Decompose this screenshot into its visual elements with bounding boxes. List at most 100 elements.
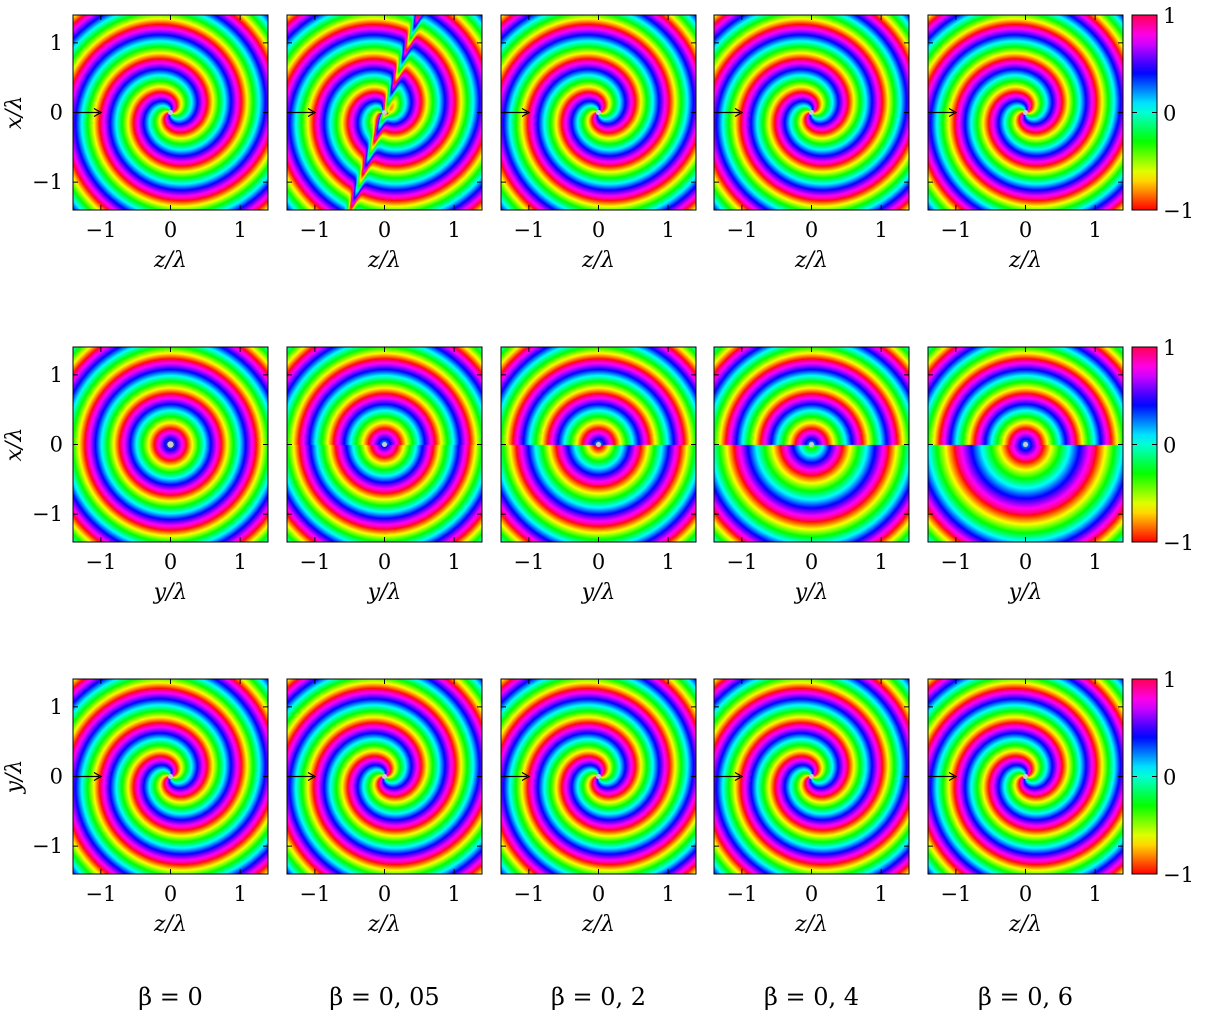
x-tick-label: 0 (592, 882, 605, 906)
x-tick-label: 0 (1019, 550, 1032, 574)
y-tick-label: −1 (32, 170, 63, 194)
x-tick-label: 1 (661, 550, 674, 574)
source-marker (1023, 442, 1028, 447)
arrow-head-icon (734, 771, 744, 782)
source-marker (382, 442, 387, 447)
x-tick-label: −1 (726, 550, 757, 574)
x-tick-label: 1 (1088, 882, 1101, 906)
x-axis-label: z/λ (794, 912, 828, 937)
y-tick-label: 1 (50, 695, 63, 719)
x-axis-label: z/λ (794, 248, 828, 273)
source-marker (1023, 110, 1028, 115)
x-tick-label: 1 (661, 882, 674, 906)
source-marker (382, 110, 387, 115)
source-marker (809, 774, 814, 779)
x-tick-label: −1 (513, 882, 544, 906)
x-axis-label: z/λ (153, 912, 187, 937)
x-tick-label: 0 (164, 550, 177, 574)
x-tick-label: 0 (164, 882, 177, 906)
colorbar-tick-label: 0 (1163, 766, 1176, 790)
x-tick-label: −1 (726, 218, 757, 242)
x-tick-label: 1 (1088, 550, 1101, 574)
colorbar-tick-label: −1 (1163, 863, 1194, 887)
x-axis-label: y/λ (1008, 580, 1043, 605)
colorbar-tick-label: 0 (1163, 102, 1176, 126)
x-tick-label: −1 (85, 218, 116, 242)
x-axis-label: z/λ (367, 248, 401, 273)
x-tick-label: −1 (299, 550, 330, 574)
x-tick-label: −1 (299, 882, 330, 906)
arrow-head-icon (307, 771, 317, 782)
x-tick-label: 1 (447, 882, 460, 906)
x-tick-label: −1 (940, 882, 971, 906)
x-axis-label: z/λ (153, 248, 187, 273)
y-tick-label: 0 (50, 433, 63, 457)
x-axis-label: z/λ (1008, 912, 1042, 937)
x-tick-label: 1 (447, 218, 460, 242)
y-tick-label: 1 (50, 31, 63, 55)
colorbar-tick-label: 1 (1163, 336, 1176, 360)
x-tick-label: 0 (805, 882, 818, 906)
x-tick-label: 0 (378, 218, 391, 242)
arrow-head-icon (521, 771, 531, 782)
arrow-head-icon (734, 107, 744, 118)
x-tick-label: 1 (874, 882, 887, 906)
y-tick-label: −1 (32, 502, 63, 526)
x-tick-label: 0 (164, 218, 177, 242)
x-axis-label: z/λ (367, 912, 401, 937)
x-tick-label: 1 (233, 882, 246, 906)
x-tick-label: −1 (85, 882, 116, 906)
source-marker (1023, 774, 1028, 779)
x-tick-label: 1 (447, 550, 460, 574)
colorbar-tick-label: 0 (1163, 434, 1176, 458)
source-marker (596, 110, 601, 115)
colorbar-tick-label: 1 (1163, 4, 1176, 28)
x-tick-label: −1 (513, 218, 544, 242)
source-marker (165, 439, 176, 450)
x-axis-label: y/λ (153, 580, 188, 605)
y-tick-label: 1 (50, 363, 63, 387)
x-tick-label: 0 (1019, 882, 1032, 906)
source-marker (809, 442, 814, 447)
source-marker (168, 110, 173, 115)
x-tick-label: 0 (805, 550, 818, 574)
source-marker (382, 774, 387, 779)
arrow-head-icon (521, 107, 531, 118)
y-axis-label: x/λ (2, 96, 27, 130)
x-tick-label: 0 (378, 882, 391, 906)
x-tick-label: 1 (233, 550, 246, 574)
colorbar-tick-label: −1 (1163, 199, 1194, 223)
beta-label: β = 0, 05 (329, 983, 439, 1011)
source-marker (596, 442, 601, 447)
beta-label: β = 0, 6 (978, 983, 1073, 1011)
beta-label: β = 0, 4 (764, 983, 859, 1011)
source-marker (596, 774, 601, 779)
x-axis-label: z/λ (581, 248, 615, 273)
x-tick-label: 1 (1088, 218, 1101, 242)
beta-label: β = 0, 2 (551, 983, 646, 1011)
x-axis-label: z/λ (1008, 248, 1042, 273)
x-tick-label: −1 (726, 882, 757, 906)
colorbar-tick-label: 1 (1163, 668, 1176, 692)
x-tick-label: 1 (233, 218, 246, 242)
x-tick-label: −1 (940, 218, 971, 242)
y-axis-label: y/λ (2, 760, 27, 795)
x-tick-label: 1 (661, 218, 674, 242)
x-tick-label: −1 (299, 218, 330, 242)
x-tick-label: 1 (874, 550, 887, 574)
source-marker (809, 110, 814, 115)
y-tick-label: −1 (32, 834, 63, 858)
beta-label: β = 0 (138, 983, 203, 1011)
y-tick-label: 0 (50, 765, 63, 789)
arrow-head-icon (948, 771, 958, 782)
source-marker (168, 774, 173, 779)
colorbar-tick-label: −1 (1163, 531, 1194, 555)
x-tick-label: 0 (378, 550, 391, 574)
x-tick-label: 0 (592, 550, 605, 574)
x-tick-label: 0 (592, 218, 605, 242)
x-axis-label: y/λ (794, 580, 829, 605)
y-tick-label: 0 (50, 101, 63, 125)
y-axis-label: x/λ (2, 428, 27, 462)
x-tick-label: 0 (1019, 218, 1032, 242)
